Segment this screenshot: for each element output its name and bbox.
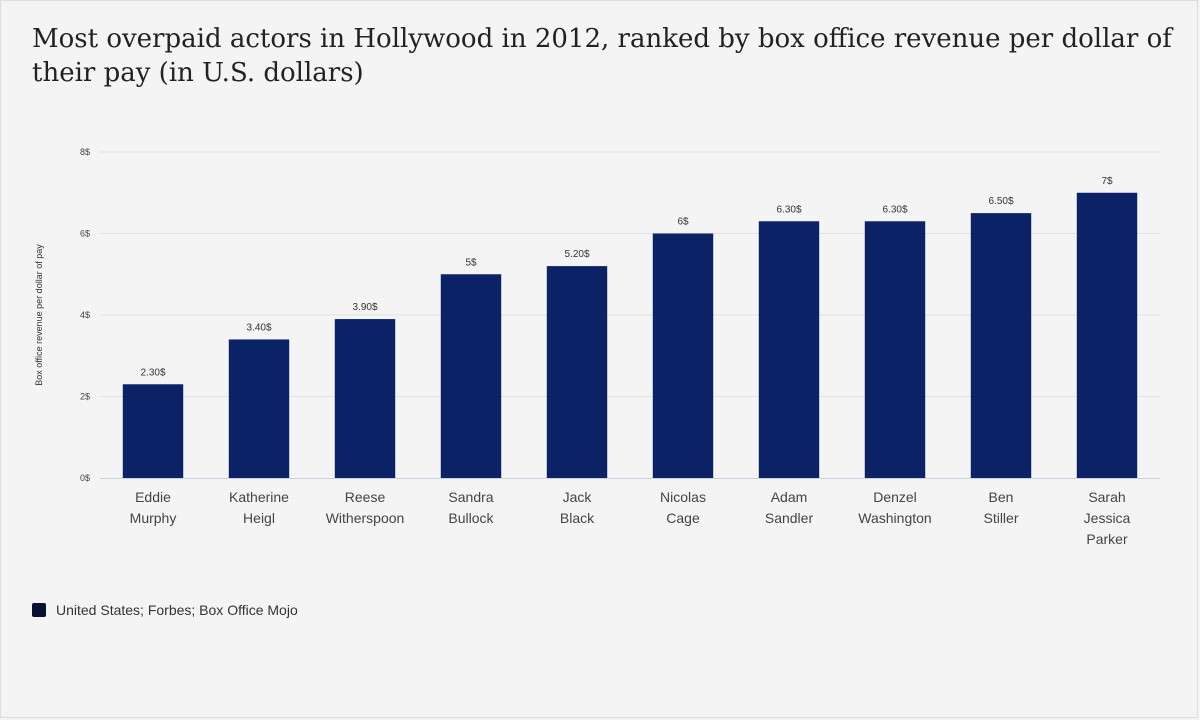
x-tick-label: Jack Black xyxy=(560,489,595,526)
bar xyxy=(546,266,608,478)
bars xyxy=(122,192,1138,478)
legend-swatch xyxy=(32,603,46,617)
bar xyxy=(970,213,1032,478)
bar xyxy=(334,319,396,478)
x-axis-ticks: Eddie Murphy Katherine Heigl Reese Witherspoo… xyxy=(130,489,1131,547)
bar xyxy=(864,221,926,478)
bar-value-label: 3.40$ xyxy=(246,322,271,333)
bar-value-label: 6.50$ xyxy=(988,196,1013,207)
y-tick-label: 0$ xyxy=(80,473,90,483)
x-tick-label: Reese Witherspoon xyxy=(326,489,405,526)
bar-value-label: 2.30$ xyxy=(140,367,165,378)
bar-value-label: 7$ xyxy=(1101,176,1113,187)
x-tick-label: Katherine Heigl xyxy=(229,489,289,526)
bar xyxy=(228,339,290,478)
x-tick-label: Ben Stiller xyxy=(983,489,1018,526)
bar-value-label: 3.90$ xyxy=(352,302,377,313)
x-tick-label: Adam Sandler xyxy=(765,489,814,526)
x-tick-label: Sandra Bullock xyxy=(448,489,494,526)
y-axis-label: Box office revenue per dollar of pay xyxy=(34,244,44,386)
x-tick-label: Denzel Washington xyxy=(858,489,931,526)
legend-label: United States; Forbes; Box Office Mojo xyxy=(56,602,298,618)
bar-value-label: 6$ xyxy=(677,217,689,228)
chart-title: Most overpaid actors in Hollywood in 201… xyxy=(32,24,1172,88)
x-tick-label: Eddie Murphy xyxy=(130,489,177,526)
bar xyxy=(652,233,714,478)
y-axis-ticks: 0$ 2$ 4$ 6$ 8$ xyxy=(80,147,90,483)
y-tick-label: 4$ xyxy=(80,310,90,320)
bar-value-label: 5.20$ xyxy=(564,249,589,260)
y-tick-label: 6$ xyxy=(80,229,90,239)
y-tick-label: 8$ xyxy=(80,147,90,157)
x-tick-label: Nicolas Cage xyxy=(660,489,706,526)
bar-chart: 0$ 2$ 4$ 6$ 8$ Box office revenue per dollar… xyxy=(34,147,1160,547)
bar-value-label: 5$ xyxy=(465,257,477,268)
legend: United States; Forbes; Box Office Mojo xyxy=(32,602,298,618)
bar-value-label: 6.30$ xyxy=(776,204,801,215)
bar xyxy=(758,221,820,478)
x-tick-label: Sarah Jessica Parker xyxy=(1084,489,1131,547)
bar xyxy=(122,384,184,478)
bar xyxy=(440,274,502,478)
bar xyxy=(1076,192,1138,478)
value-labels: 2.30$ 3.40$ 3.90$ 5$ 5.20$ 6$ 6.30$ 6.30$ 6.50$ 7… xyxy=(140,176,1113,379)
bar-value-label: 6.30$ xyxy=(882,204,907,215)
y-tick-label: 2$ xyxy=(80,392,90,402)
